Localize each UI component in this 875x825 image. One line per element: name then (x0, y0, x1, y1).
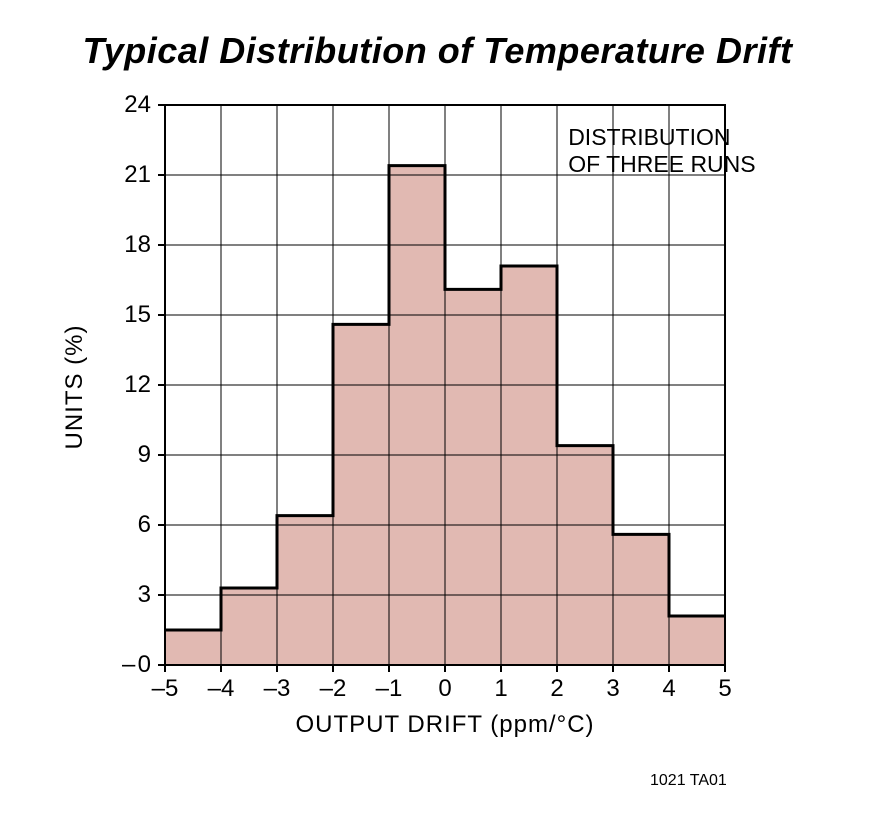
y-tick-label: 21 (124, 161, 151, 189)
x-tick-label: 5 (718, 675, 731, 703)
plot-area (165, 105, 725, 665)
y-tick-label: 12 (124, 371, 151, 399)
annotation-line: DISTRIBUTION (568, 124, 755, 152)
y-tick-label: 0 (138, 651, 151, 679)
figure: Typical Distribution of Temperature Drif… (0, 0, 875, 825)
x-tick-label: 1 (494, 675, 507, 703)
chart-annotation: DISTRIBUTIONOF THREE RUNS (568, 124, 755, 179)
y-zero-dash: – (122, 651, 135, 679)
y-tick-label: 3 (138, 581, 151, 609)
x-tick-label: –1 (376, 675, 403, 703)
y-axis-label: UNITS (%) (61, 107, 89, 667)
x-tick-label: 0 (438, 675, 451, 703)
x-tick-label: –5 (152, 675, 179, 703)
y-tick-label: 24 (124, 91, 151, 119)
x-tick-label: 4 (662, 675, 675, 703)
plot-svg (165, 105, 725, 665)
x-tick-label: –3 (264, 675, 291, 703)
x-tick-label: –4 (208, 675, 235, 703)
x-tick-label: 3 (606, 675, 619, 703)
annotation-line: OF THREE RUNS (568, 151, 755, 179)
figure-code: 1021 TA01 (650, 772, 727, 790)
y-tick-label: 18 (124, 231, 151, 259)
x-tick-label: –2 (320, 675, 347, 703)
x-axis-label: OUTPUT DRIFT (ppm/°C) (165, 711, 725, 739)
x-tick-label: 2 (550, 675, 563, 703)
y-tick-label: 9 (138, 441, 151, 469)
chart-title: Typical Distribution of Temperature Drif… (0, 30, 875, 72)
y-tick-label: 6 (138, 511, 151, 539)
y-tick-label: 15 (124, 301, 151, 329)
